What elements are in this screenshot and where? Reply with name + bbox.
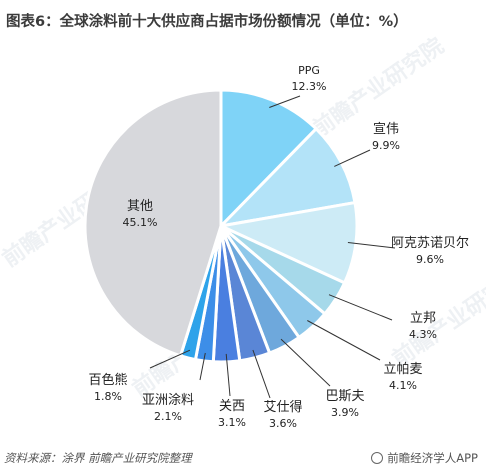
slice-value-label: 9.9% — [372, 139, 400, 152]
slice-value-label: 9.6% — [416, 253, 444, 266]
slice-value-label: 3.6% — [269, 417, 297, 430]
slice-value-label: 4.3% — [409, 328, 437, 341]
slice-name-label: 关西 — [219, 399, 245, 414]
slice-name-label: 百色熊 — [88, 372, 127, 388]
slice-value-label: 3.1% — [218, 416, 246, 429]
slice-name-label: 立邦 — [410, 311, 436, 326]
source-text: 资料来源：涂界 前瞻产业研究院整理 — [4, 451, 192, 465]
slice-name-label: 立帕麦 — [383, 362, 422, 377]
slice-name-label: 艾仕得 — [263, 399, 302, 415]
slice-labels: PPG 12.3% 宣伟 9.9% 阿克苏诺贝尔 9.6% 立邦 4.3% 立帕麦 4.1% 巴斯夫… — [88, 64, 469, 430]
pie-slice-1 — [219, 88, 319, 230]
app-logo-icon — [371, 452, 384, 464]
leader-line-2 — [334, 149, 371, 167]
pie-chart: PPG 12.3% 宣伟 9.9% 阿克苏诺贝尔 9.6% 立邦 4.3% 立帕麦 4.1% 巴斯夫… — [83, 64, 469, 430]
slice-value-label: 4.1% — [389, 379, 417, 392]
slice-name-label: PPG — [298, 64, 320, 77]
chart-title: 图表6：全球涂料前十大供应商占据市场份额情况（单位：%） — [6, 14, 408, 30]
leader-line-1 — [269, 95, 301, 108]
pie-slices — [83, 88, 359, 364]
pie-slice-11 — [83, 88, 223, 358]
leader-line-3 — [347, 242, 396, 249]
slice-name-label: 其他 — [127, 199, 153, 214]
slice-name-label: 阿克苏诺贝尔 — [391, 235, 469, 251]
slice-name-label: 巴斯夫 — [325, 389, 364, 404]
slice-value-label: 45.1% — [123, 216, 158, 229]
leader-line-6 — [280, 338, 331, 387]
leader-line-10 — [149, 349, 191, 369]
slice-value-label: 1.8% — [94, 390, 122, 403]
leader-line-8 — [225, 353, 231, 397]
leader-line-9 — [199, 352, 206, 381]
app-name: 前瞻经济学人APP — [387, 451, 478, 465]
footer: 资料来源：涂界 前瞻产业研究院整理 前瞻经济学人APP — [0, 446, 486, 474]
app-badge: 前瞻经济学人APP — [371, 450, 478, 466]
slice-value-label: 12.3% — [292, 80, 327, 93]
slice-name-label: 亚洲涂料 — [142, 392, 194, 408]
slice-value-label: 2.1% — [154, 410, 182, 423]
slice-name-label: 宣伟 — [373, 121, 399, 137]
leader-line-5 — [307, 320, 381, 361]
leader-line-7 — [252, 349, 271, 399]
leader-line-4 — [328, 294, 393, 321]
leader-lines — [149, 95, 396, 399]
slice-value-label: 3.9% — [331, 406, 359, 419]
